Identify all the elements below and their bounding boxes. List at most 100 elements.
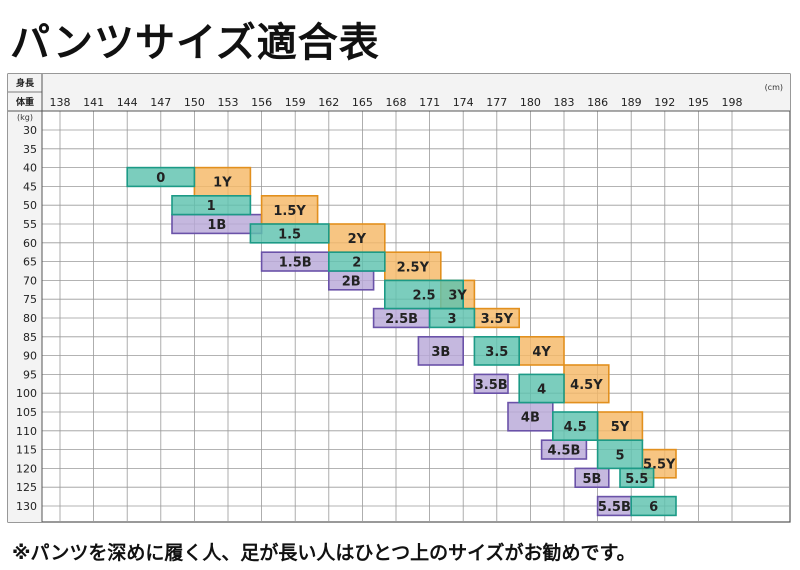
size-label: 3Y xyxy=(448,289,467,304)
height-tick-label: 165 xyxy=(352,96,373,109)
weight-tick-label: 60 xyxy=(23,237,37,250)
weight-tick-label: 45 xyxy=(23,180,37,193)
height-tick-label: 183 xyxy=(554,96,575,109)
footnote: ※パンツを深めに履く人、足が長い人はひとつ上のサイズがお勧めです。 xyxy=(12,542,636,564)
size-label: 4.5 xyxy=(564,420,587,435)
weight-tick-label: 105 xyxy=(16,406,37,419)
size-label: 3.5Y xyxy=(481,312,514,327)
height-tick-label: 174 xyxy=(453,96,474,109)
weight-tick-label: 95 xyxy=(23,368,37,381)
weight-tick-label: 90 xyxy=(23,350,37,363)
weight-tick-label: 50 xyxy=(23,199,37,212)
size-label: 1 xyxy=(207,199,216,214)
height-axis-label: 身長 xyxy=(16,77,35,89)
weight-tick-label: 30 xyxy=(23,124,37,137)
size-label: 4B xyxy=(521,411,540,426)
size-label: 2B xyxy=(342,274,361,289)
size-label: 2Y xyxy=(348,232,367,247)
height-unit-label: (cm) xyxy=(765,83,783,92)
weight-unit-label: (kg) xyxy=(17,113,33,122)
height-tick-label: 138 xyxy=(50,96,71,109)
size-label: 5B xyxy=(583,472,602,487)
weight-tick-label: 65 xyxy=(23,256,37,269)
size-label: 5 xyxy=(615,448,624,463)
weight-tick-label: 100 xyxy=(16,387,37,400)
header-band xyxy=(8,74,790,111)
size-label: 1B xyxy=(207,218,226,233)
height-tick-label: 159 xyxy=(285,96,306,109)
size-label: 4.5B xyxy=(548,444,581,459)
size-label: 4.5Y xyxy=(570,378,603,393)
size-label: 1.5Y xyxy=(273,204,306,219)
size-label: 0 xyxy=(156,171,165,186)
height-tick-label: 189 xyxy=(621,96,642,109)
height-tick-label: 171 xyxy=(419,96,440,109)
height-tick-label: 195 xyxy=(688,96,709,109)
size-block xyxy=(473,373,509,394)
size-label: 5.5Y xyxy=(643,458,676,473)
size-label: 1.5B xyxy=(279,256,312,271)
size-block xyxy=(518,335,565,366)
size-block xyxy=(417,335,464,366)
size-block xyxy=(630,495,677,517)
height-tick-label: 156 xyxy=(251,96,272,109)
size-label: 3 xyxy=(447,312,456,327)
weight-tick-label: 130 xyxy=(16,500,37,513)
size-block xyxy=(473,335,520,366)
size-block xyxy=(260,195,319,225)
weight-tick-label: 115 xyxy=(16,444,37,457)
size-label: 5Y xyxy=(611,420,630,435)
weight-tick-label: 80 xyxy=(23,312,37,325)
size-block xyxy=(171,195,252,216)
weight-axis-label: 体重 xyxy=(16,96,34,108)
height-tick-label: 144 xyxy=(117,96,138,109)
weight-tick-label: 85 xyxy=(23,331,37,344)
size-label: 1.5 xyxy=(278,227,301,242)
height-tick-label: 150 xyxy=(184,96,205,109)
size-label: 3B xyxy=(431,345,450,360)
size-block xyxy=(428,307,476,329)
page-title: パンツサイズ適合表 xyxy=(10,20,380,66)
size-label: 4Y xyxy=(532,345,551,360)
size-label: 2.5 xyxy=(412,289,435,304)
height-tick-label: 168 xyxy=(386,96,407,109)
size-label: 5.5 xyxy=(625,472,648,487)
size-block xyxy=(551,411,599,442)
weight-tick-label: 120 xyxy=(16,462,37,475)
height-tick-label: 180 xyxy=(520,96,541,109)
size-label: 2 xyxy=(352,256,361,271)
height-tick-label: 186 xyxy=(587,96,608,109)
height-tick-label: 162 xyxy=(318,96,339,109)
size-block xyxy=(249,223,330,244)
size-block xyxy=(596,439,644,470)
weight-tick-label: 55 xyxy=(23,218,37,231)
weight-tick-label: 125 xyxy=(16,481,37,494)
weight-tick-label: 75 xyxy=(23,293,37,306)
height-tick-label: 153 xyxy=(218,96,239,109)
size-label: 5.5B xyxy=(598,500,631,515)
size-label: 3.5B xyxy=(475,378,508,393)
size-block xyxy=(619,467,655,488)
size-label: 1Y xyxy=(213,176,232,191)
weight-tick-label: 40 xyxy=(23,162,37,175)
size-block xyxy=(193,166,252,197)
size-label: 2.5Y xyxy=(397,260,430,275)
size-block xyxy=(507,401,554,432)
size-block xyxy=(327,251,386,272)
height-tick-label: 177 xyxy=(486,96,507,109)
size-label: 3.5 xyxy=(485,345,508,360)
weight-tick-label: 110 xyxy=(16,425,37,438)
weight-tick-label: 70 xyxy=(23,274,37,287)
size-label: 4 xyxy=(537,383,546,398)
height-tick-label: 198 xyxy=(722,96,743,109)
height-tick-label: 147 xyxy=(150,96,171,109)
weight-tick-label: 35 xyxy=(23,143,37,156)
size-block xyxy=(574,467,610,488)
height-tick-label: 141 xyxy=(83,96,104,109)
size-label: 2.5B xyxy=(385,312,418,327)
size-block xyxy=(518,373,565,404)
label-column xyxy=(8,74,42,522)
size-block xyxy=(383,279,464,310)
height-tick-label: 192 xyxy=(654,96,675,109)
